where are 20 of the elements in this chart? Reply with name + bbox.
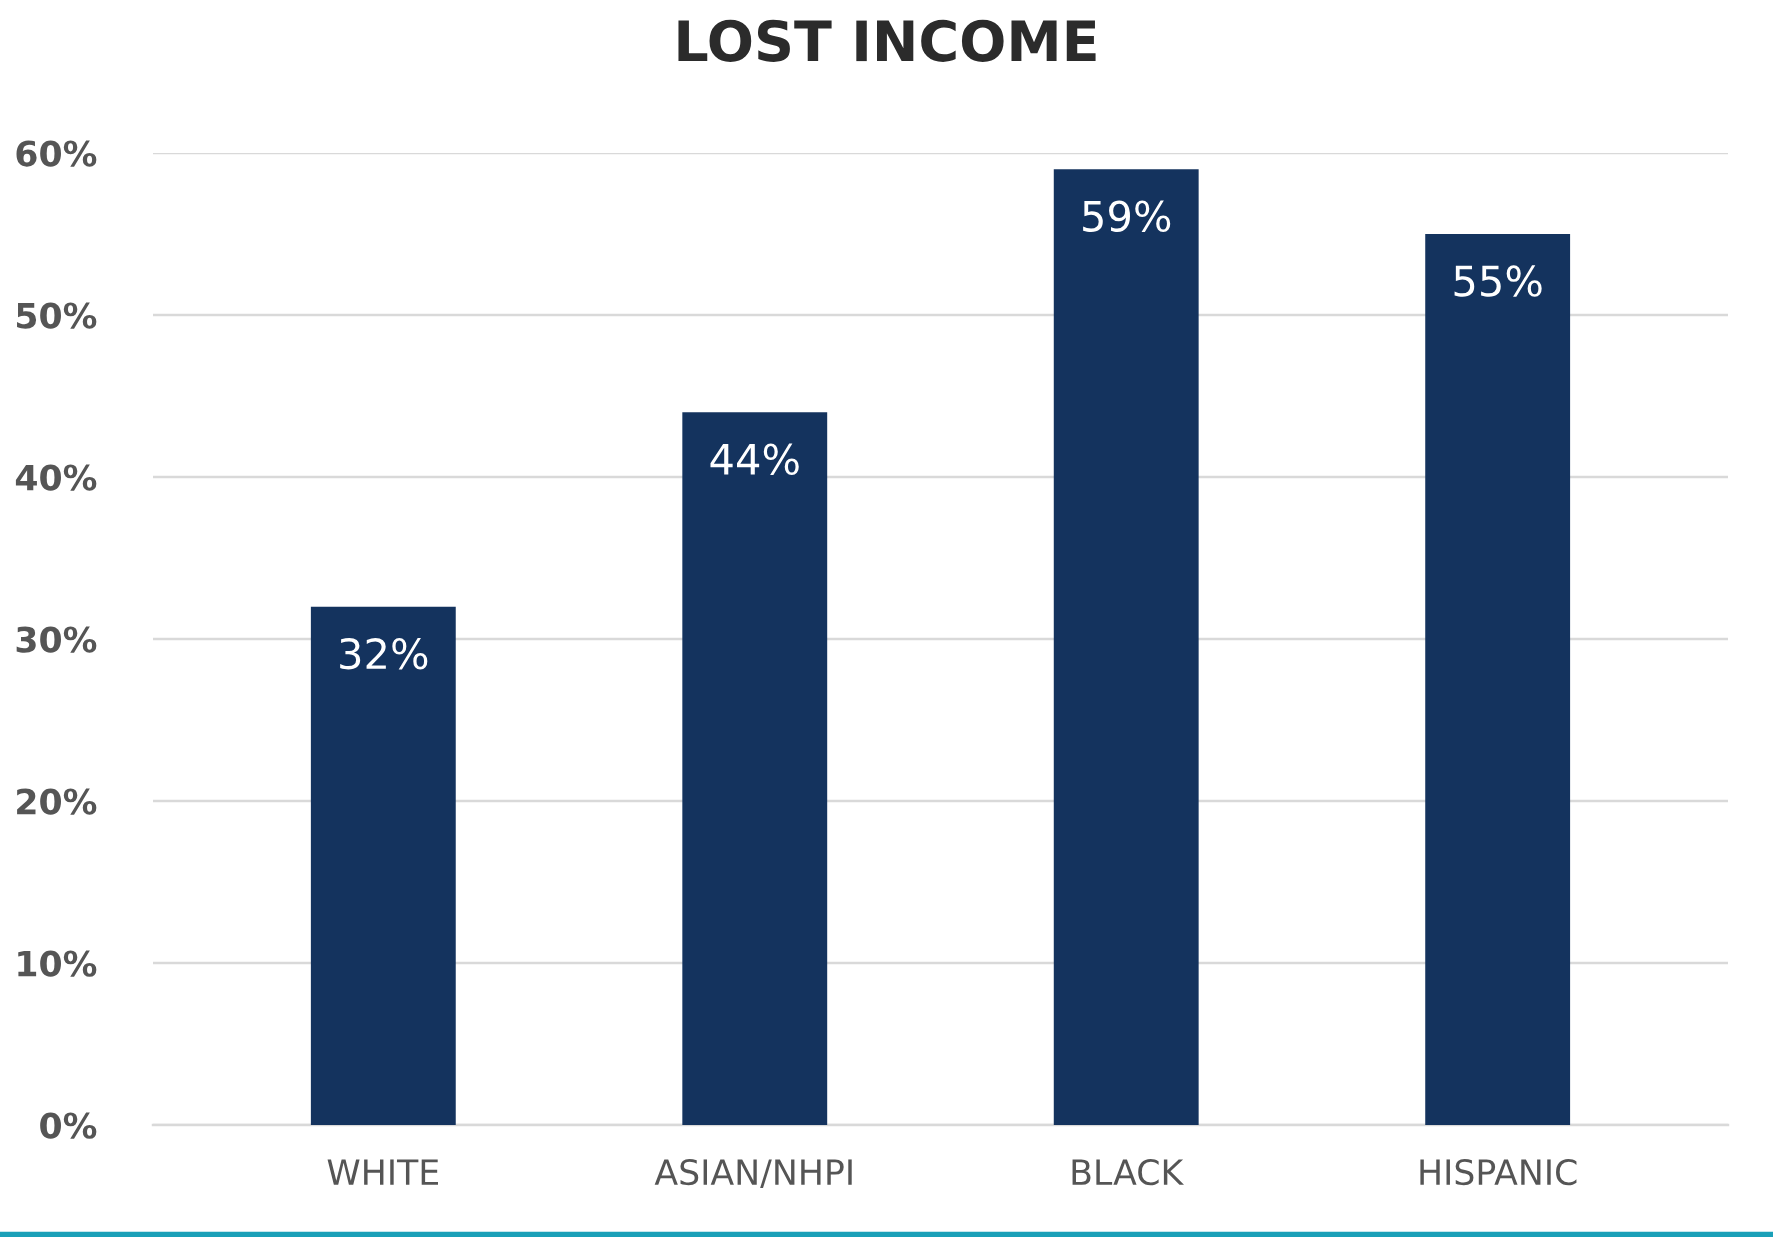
- bar: [1053, 169, 1199, 1126]
- data-label: 55%: [1454, 265, 1542, 297]
- bar: [1425, 234, 1571, 1126]
- y-tick-label: 40%: [15, 464, 97, 491]
- y-tick-label: 0%: [40, 1112, 97, 1139]
- bar: [682, 412, 828, 1126]
- data-label: 32%: [340, 637, 428, 670]
- bar: [310, 606, 456, 1126]
- data-label: 44%: [710, 443, 799, 476]
- x-tick-label: BLACK: [1072, 1159, 1184, 1186]
- x-tick-label: HISPANIC: [1420, 1159, 1577, 1186]
- y-tick-label: 10%: [18, 950, 97, 977]
- y-tick-label: 50%: [17, 302, 97, 329]
- x-tick-label: ASIAN/NHPI: [654, 1159, 852, 1188]
- y-tick-label: 30%: [16, 626, 97, 653]
- data-label: 59%: [1083, 200, 1171, 233]
- chart-title: LOST INCOME: [678, 19, 1096, 62]
- y-tick-label: 20%: [17, 788, 97, 815]
- x-tick-label: WHITE: [327, 1159, 438, 1185]
- y-tick-label: 60%: [16, 140, 97, 167]
